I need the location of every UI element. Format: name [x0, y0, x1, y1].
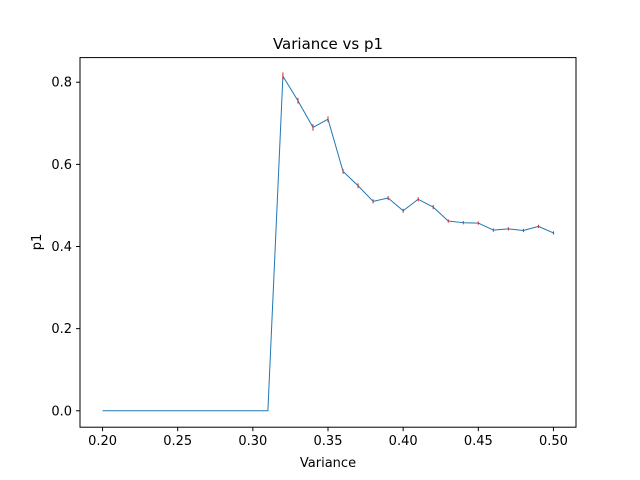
x-tick-label: 0.50	[539, 434, 568, 449]
y-tick-label: 0.2	[51, 322, 72, 337]
chart-title: Variance vs p1	[273, 35, 383, 53]
y-tick-label: 0.4	[51, 240, 72, 255]
y-tick-label: 0.0	[51, 404, 72, 419]
x-tick-label: 0.40	[389, 434, 418, 449]
x-tick-label: 0.45	[464, 434, 493, 449]
plot-layer	[102, 72, 554, 412]
x-tick-label: 0.25	[163, 434, 192, 449]
y-tick-label: 0.8	[51, 76, 72, 91]
y-tick-label: 0.6	[51, 158, 72, 173]
x-axis-label: Variance	[300, 456, 356, 471]
y-axis-ticks: 0.0 0.2 0.4 0.6 0.8	[51, 76, 80, 419]
x-axis-ticks: 0.20 0.25 0.30 0.35 0.40 0.45 0.50	[88, 427, 568, 449]
x-tick-label: 0.30	[238, 434, 267, 449]
x-tick-label: 0.20	[88, 434, 117, 449]
x-tick-label: 0.35	[314, 434, 343, 449]
y-axis-label: p1	[30, 234, 45, 251]
